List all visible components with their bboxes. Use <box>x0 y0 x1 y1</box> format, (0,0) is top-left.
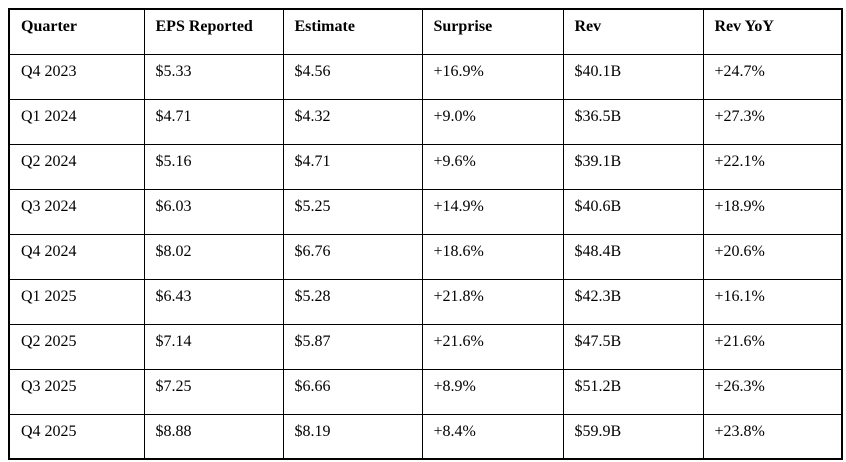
table-cell: +21.8% <box>421 278 564 325</box>
column-header-rev: Rev <box>562 8 704 55</box>
table-cell: +8.4% <box>421 413 564 460</box>
table-cell: $4.71 <box>143 98 284 145</box>
table-cell: $8.02 <box>143 233 284 280</box>
table-cell: +22.1% <box>702 143 843 190</box>
table-row: Q3 2024 $6.03 $5.25 +14.9% $40.6B +18.9% <box>8 188 843 235</box>
table-cell: +18.9% <box>702 188 843 235</box>
quarterly-earnings-table: Quarter EPS Reported Estimate Surprise R… <box>8 8 843 460</box>
table-cell: Q3 2024 <box>8 188 145 235</box>
table-cell: $47.5B <box>562 323 704 370</box>
table-cell: +9.0% <box>421 98 564 145</box>
table-cell: $39.1B <box>562 143 704 190</box>
table-cell: $5.87 <box>282 323 423 370</box>
table-row: Q4 2025 $8.88 $8.19 +8.4% $59.9B +23.8% <box>8 413 843 460</box>
table-cell: +9.6% <box>421 143 564 190</box>
table-cell: +8.9% <box>421 368 564 415</box>
table-cell: +21.6% <box>702 323 843 370</box>
table-cell: $42.3B <box>562 278 704 325</box>
table-cell: $7.25 <box>143 368 284 415</box>
table-cell: $6.66 <box>282 368 423 415</box>
table-cell: $59.9B <box>562 413 704 460</box>
table-cell: $5.28 <box>282 278 423 325</box>
table-cell: Q3 2025 <box>8 368 145 415</box>
column-header-surprise: Surprise <box>421 8 564 55</box>
table-row: Q2 2025 $7.14 $5.87 +21.6% $47.5B +21.6% <box>8 323 843 370</box>
column-header-quarter: Quarter <box>8 8 145 55</box>
table-row: Q4 2023 $5.33 $4.56 +16.9% $40.1B +24.7% <box>8 53 843 100</box>
table-cell: Q1 2025 <box>8 278 145 325</box>
table-cell: $40.6B <box>562 188 704 235</box>
column-header-estimate: Estimate <box>282 8 423 55</box>
table-cell: $48.4B <box>562 233 704 280</box>
table-cell: $5.33 <box>143 53 284 100</box>
table-cell: +26.3% <box>702 368 843 415</box>
table-row: Q3 2025 $7.25 $6.66 +8.9% $51.2B +26.3% <box>8 368 843 415</box>
table-cell: +23.8% <box>702 413 843 460</box>
table-cell: $8.88 <box>143 413 284 460</box>
table-cell: +27.3% <box>702 98 843 145</box>
table-cell: +16.1% <box>702 278 843 325</box>
table-cell: Q4 2025 <box>8 413 145 460</box>
table-cell: $51.2B <box>562 368 704 415</box>
table-cell: $40.1B <box>562 53 704 100</box>
table-cell: Q2 2025 <box>8 323 145 370</box>
header-row: Quarter EPS Reported Estimate Surprise R… <box>8 8 843 55</box>
table-cell: $4.56 <box>282 53 423 100</box>
table-row: Q4 2024 $8.02 $6.76 +18.6% $48.4B +20.6% <box>8 233 843 280</box>
table-cell: +16.9% <box>421 53 564 100</box>
table-cell: Q4 2023 <box>8 53 145 100</box>
table-cell: $4.71 <box>282 143 423 190</box>
table-cell: +14.9% <box>421 188 564 235</box>
table-cell: $5.16 <box>143 143 284 190</box>
table-cell: Q2 2024 <box>8 143 145 190</box>
table-cell: $8.19 <box>282 413 423 460</box>
table-cell: Q4 2024 <box>8 233 145 280</box>
table-cell: +24.7% <box>702 53 843 100</box>
table-cell: +18.6% <box>421 233 564 280</box>
table-row: Q1 2025 $6.43 $5.28 +21.8% $42.3B +16.1% <box>8 278 843 325</box>
table-cell: +21.6% <box>421 323 564 370</box>
table-cell: Q1 2024 <box>8 98 145 145</box>
table-cell: $6.03 <box>143 188 284 235</box>
table-cell: $4.32 <box>282 98 423 145</box>
table-cell: +20.6% <box>702 233 843 280</box>
table-cell: $5.25 <box>282 188 423 235</box>
table-cell: $7.14 <box>143 323 284 370</box>
column-header-rev-yoy: Rev YoY <box>702 8 843 55</box>
table-row: Q2 2024 $5.16 $4.71 +9.6% $39.1B +22.1% <box>8 143 843 190</box>
table-cell: $36.5B <box>562 98 704 145</box>
table-cell: $6.43 <box>143 278 284 325</box>
table-cell: $6.76 <box>282 233 423 280</box>
column-header-eps-reported: EPS Reported <box>143 8 284 55</box>
table-row: Q1 2024 $4.71 $4.32 +9.0% $36.5B +27.3% <box>8 98 843 145</box>
